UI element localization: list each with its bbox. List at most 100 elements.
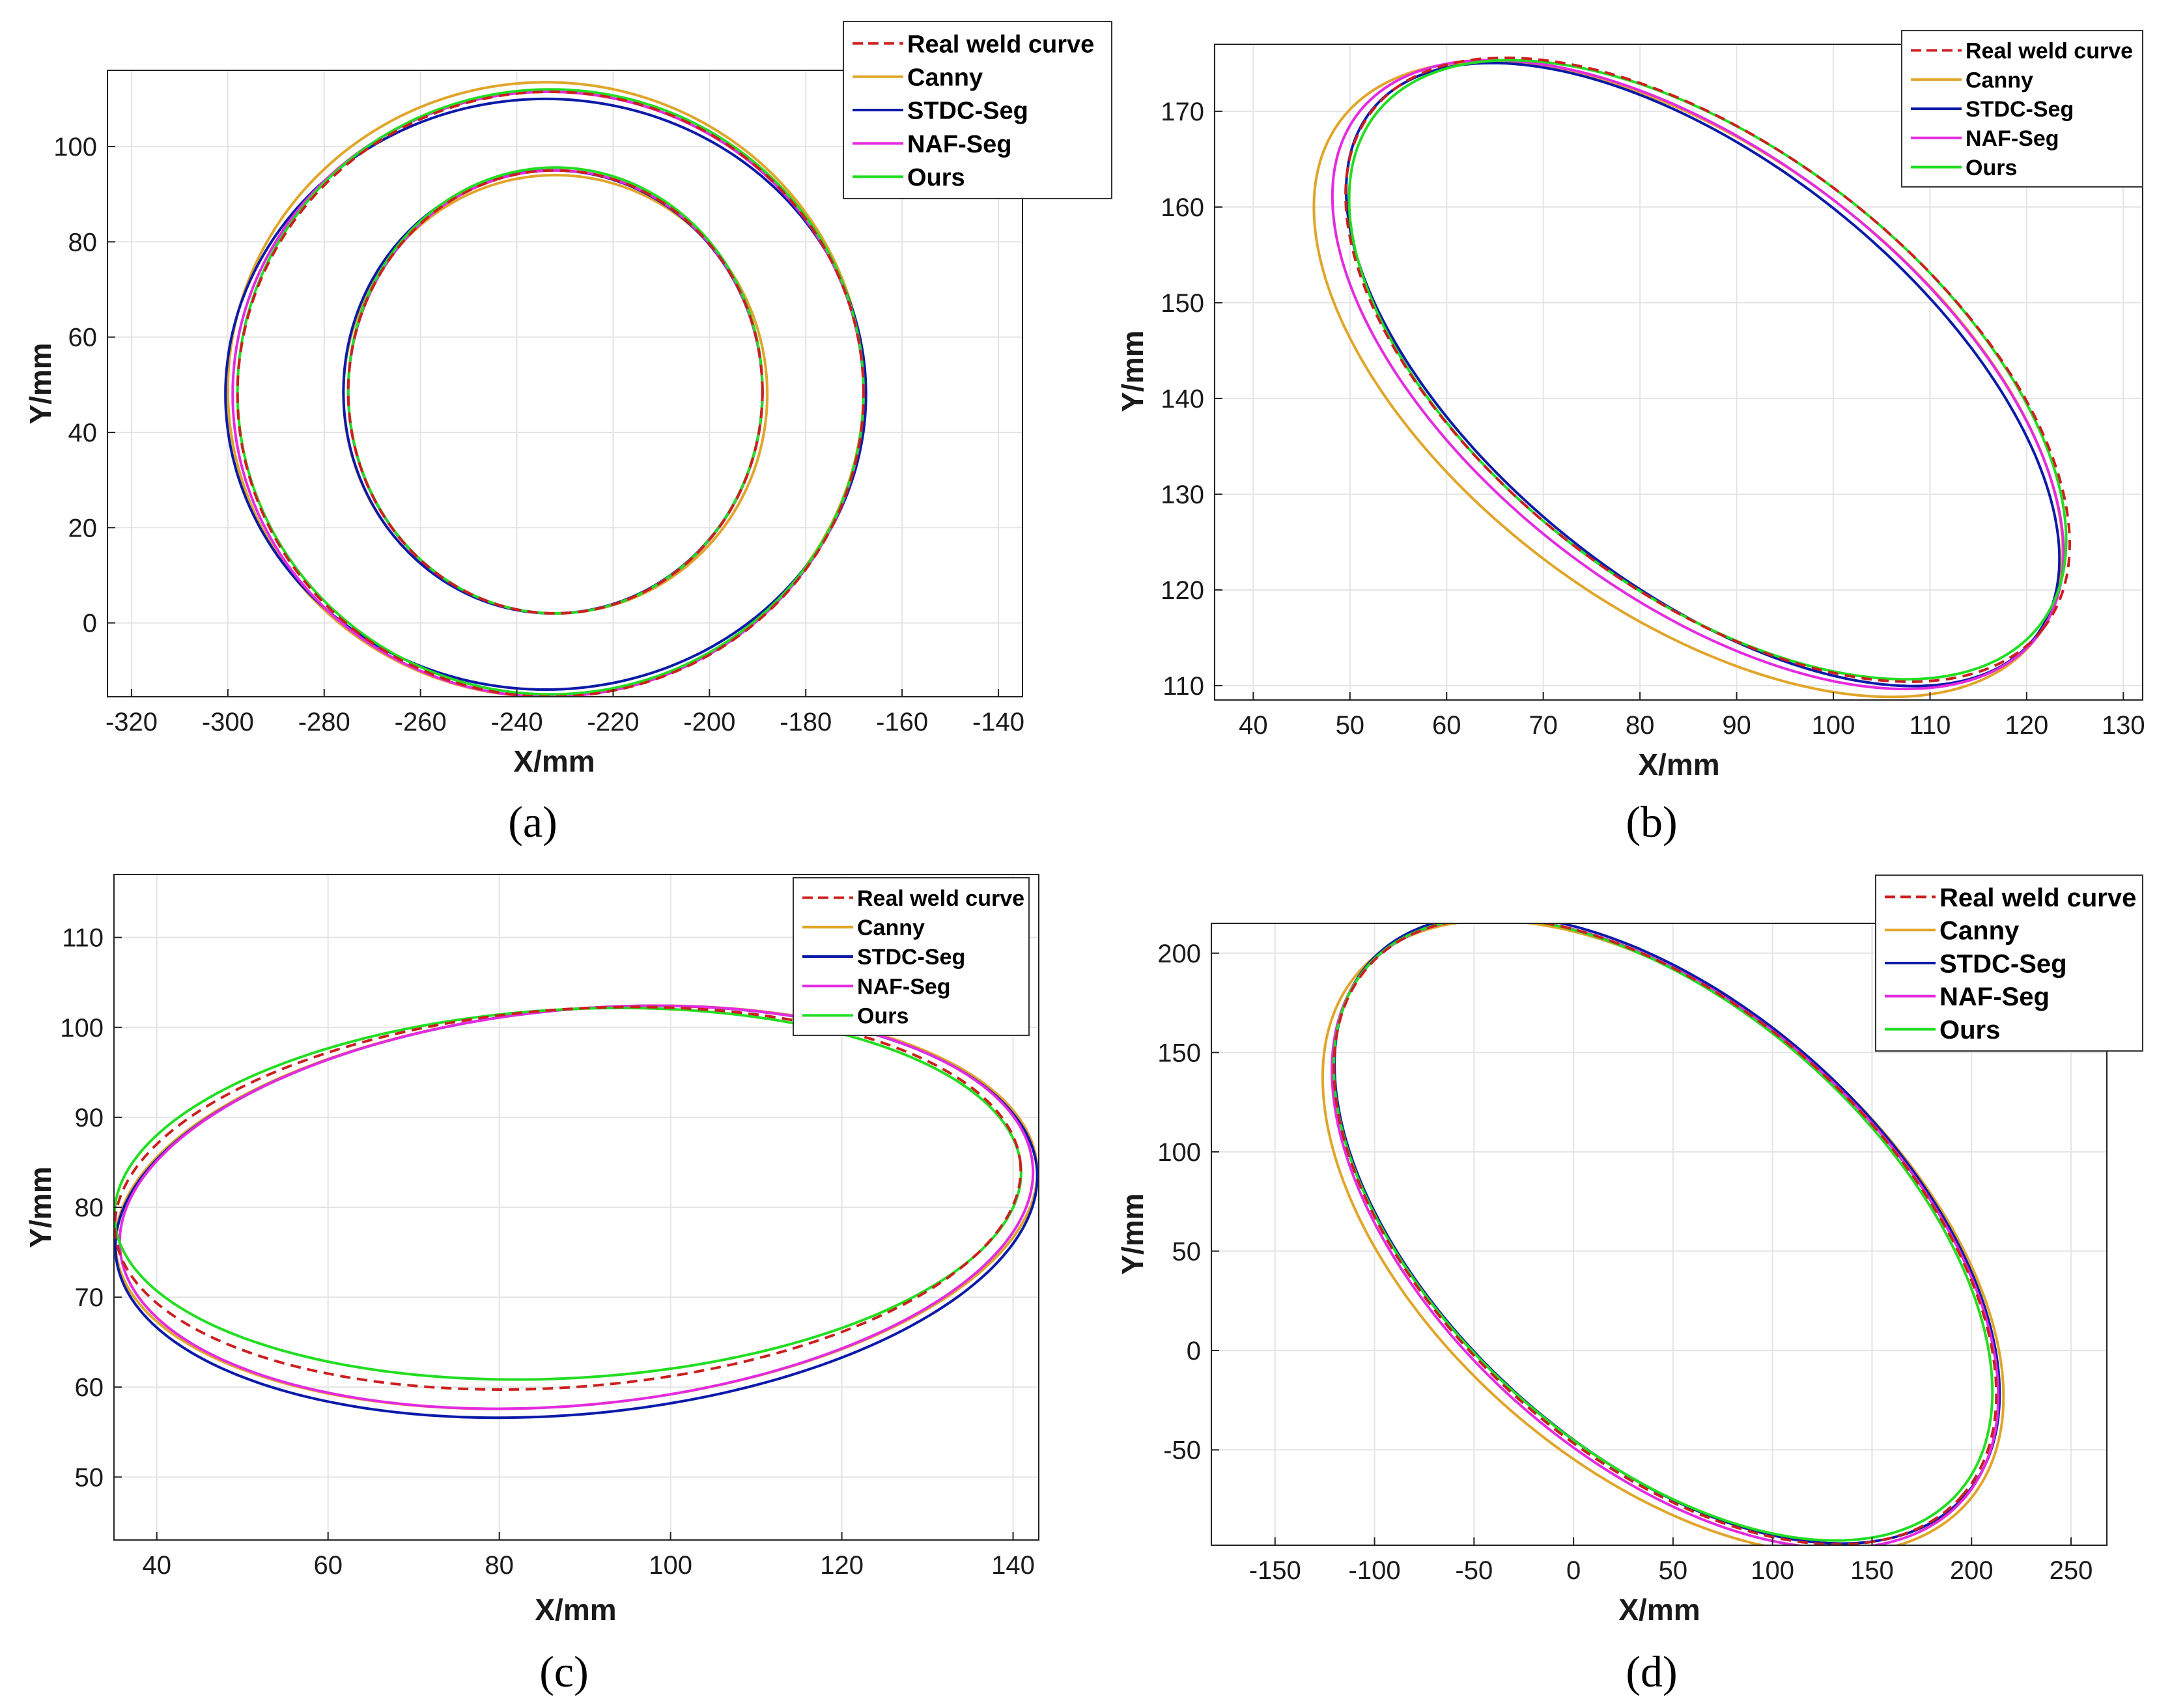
panel-a-x-tick-label: -140 [972, 708, 1024, 736]
panel-b-x-tick-label: 50 [1336, 711, 1365, 740]
panel-c-x-ticks: 40 60 80 100 120 140 [142, 1532, 1035, 1580]
panel-c-legend-label-canny: Canny [857, 916, 925, 940]
panel-d-axes-frame [1211, 923, 2108, 1546]
panel-a-legend-label-stdc-seg: STDC-Seg [907, 98, 1028, 125]
panel-d-x-tick-label: 100 [1751, 1556, 1794, 1585]
panel-c-legend: Real weld curve Canny STDC-Seg NAF-Seg Ours [793, 877, 1030, 1036]
panel-c-x-tick-label: 40 [142, 1551, 171, 1580]
panel-a-legend-label-canny: Canny [907, 64, 983, 91]
panel-c-legend-label-naf-seg: NAF-Seg [857, 974, 951, 999]
panel-b: 40 50 60 70 80 90 100 110 120 130 110 120 130 140 150… [1116, 30, 2145, 847]
panel-b-y-tick-label: 120 [1161, 576, 1204, 605]
panel-b-x-tick-label: 40 [1239, 711, 1268, 740]
panel-c-y-tick-label: 100 [60, 1014, 104, 1043]
panel-b-y-tick-label: 140 [1161, 385, 1204, 413]
panel-d-legend-label-naf-seg: NAF-Seg [1939, 983, 2050, 1011]
panel-b-x-tick-label: 130 [2102, 711, 2145, 740]
panel-a-x-tick-label: -320 [106, 708, 158, 736]
panel-a-y-ticks: 0 20 40 60 80 100 [53, 133, 115, 638]
panel-b-y-ticks: 110 120 130 140 150 160 170 [1161, 98, 1222, 701]
panel-a-x-tick-label: -220 [587, 708, 639, 736]
panel-b-x-label: X/mm [1638, 748, 1719, 781]
panel-b-caption: (b) [1626, 797, 1677, 847]
panel-d-legend: Real weld curve Canny STDC-Seg NAF-Seg Ours [1875, 875, 2143, 1052]
panel-c-y-tick-label: 50 [75, 1463, 104, 1492]
panel-b-x-tick-label: 120 [2005, 711, 2049, 740]
panel-c-y-ticks: 50 60 70 80 90 100 110 [60, 924, 122, 1492]
panel-a-curve-ours [236, 88, 866, 696]
panel-d-x-tick-label: 250 [2050, 1556, 2093, 1585]
panel-c-caption: (c) [539, 1647, 588, 1696]
panel-a-legend: Real weld curve Canny STDC-Seg NAF-Seg Ours [843, 21, 1112, 199]
panel-b-y-tick-label: 150 [1161, 289, 1204, 318]
panel-a-curves [224, 81, 867, 697]
panel-d-y-tick-label: 50 [1172, 1237, 1202, 1266]
panel-c-x-tick-label: 140 [991, 1551, 1035, 1580]
panel-a: -320 -300 -280 -260 -240 -220 -200 -180 -160 -140… [23, 21, 1112, 847]
panel-d-x-tick-label: 150 [1850, 1556, 1894, 1585]
panel-c-x-tick-label: 120 [820, 1551, 864, 1580]
panel-a-curve-layer [224, 81, 867, 697]
panel-b-legend-label-canny: Canny [1966, 68, 2033, 92]
panel-d-legend-label-canny: Canny [1939, 917, 2020, 945]
panel-b-x-tick-label: 80 [1626, 711, 1655, 740]
panel-b-legend-label-naf-seg: NAF-Seg [1966, 126, 2059, 151]
panel-a-y-tick-label: 20 [68, 514, 98, 542]
panel-b-y-tick-label: 160 [1161, 193, 1204, 222]
panel-c-x-tick-label: 60 [313, 1551, 343, 1580]
panel-b-x-ticks: 40 50 60 70 80 90 100 110 120 130 [1239, 692, 2145, 740]
panel-d-legend-label-stdc-seg: STDC-Seg [1939, 949, 2067, 978]
panel-d-grid [1211, 923, 2107, 1545]
panel-a-legend-label-naf-seg: NAF-Seg [907, 131, 1011, 158]
panel-c-curve-naf-seg [118, 1004, 1035, 1410]
panel-b-curve-naf-seg [1331, 59, 2065, 691]
panel-c-y-tick-label: 60 [75, 1373, 104, 1402]
panel-c-curve-real-weld-curve [114, 1005, 1022, 1392]
panel-b-x-tick-label: 90 [1722, 711, 1751, 740]
panel-b-x-tick-label: 70 [1529, 711, 1558, 740]
panel-b-curves [1312, 56, 2072, 699]
panel-d-x-tick-label: 50 [1659, 1556, 1688, 1585]
panel-c-legend-label-real-weld-curve: Real weld curve [857, 886, 1024, 911]
panel-d-curve-real-weld-curve [1332, 923, 1998, 1545]
panel-b-x-tick-label: 60 [1432, 711, 1461, 740]
panel-d-y-label: Y/mm [1116, 1193, 1149, 1274]
panel-a-curve-stdc-seg [224, 97, 867, 692]
panel-a-y-tick-label: 80 [68, 228, 98, 257]
panel-a-x-ticks: -320 -300 -280 -260 -240 -220 -200 -180 -160 -140 [106, 689, 1024, 736]
panel-d: -150 -100 -50 0 50 100 150 200 250 -50 0 50 100 150 2… [1116, 875, 2143, 1696]
panel-d-curve-layer [1321, 923, 2005, 1545]
panel-b-y-label: Y/mm [1116, 330, 1149, 412]
panel-d-x-ticks: -150 -100 -50 0 50 100 150 200 250 [1249, 1537, 2093, 1585]
panel-a-x-tick-label: -240 [491, 708, 543, 736]
panel-c-y-tick-label: 90 [75, 1104, 104, 1132]
panel-a-y-tick-label: 40 [68, 419, 98, 447]
panel-c-y-tick-label: 70 [75, 1283, 104, 1312]
panel-d-y-tick-label: 150 [1157, 1039, 1201, 1067]
panel-a-y-label: Y/mm [23, 343, 57, 424]
panel-d-y-tick-label: 100 [1157, 1138, 1201, 1167]
panel-b-y-tick-label: 110 [1163, 672, 1204, 701]
panel-c-y-tick-label: 110 [62, 924, 104, 953]
panel-a-axes-frame [107, 70, 1023, 697]
panel-a-x-tick-label: -160 [876, 708, 928, 736]
panel-d-x-tick-label: 0 [1566, 1556, 1581, 1585]
panel-c-y-tick-label: 80 [75, 1194, 104, 1222]
panel-c-y-label: Y/mm [23, 1166, 57, 1248]
panel-d-y-tick-label: -50 [1163, 1436, 1201, 1465]
panel-a-curve-real-weld-curve [346, 169, 764, 615]
panel-a-x-tick-label: -280 [298, 708, 350, 736]
panel-d-x-tick-label: -50 [1455, 1556, 1493, 1585]
panel-b-legend-label-ours: Ours [1966, 156, 2017, 180]
panel-d-curve-canny [1321, 923, 2005, 1545]
panel-d-x-label: X/mm [1618, 1593, 1700, 1627]
panel-b-curve-real-weld-curve [1344, 56, 2072, 683]
panel-a-curve-real-weld-curve [236, 90, 866, 697]
panel-c-x-tick-label: 100 [649, 1551, 692, 1580]
panel-b-legend-label-real-weld-curve: Real weld curve [1966, 39, 2133, 64]
panel-c-legend-label-ours: Ours [857, 1004, 909, 1029]
panel-d-caption: (d) [1626, 1647, 1677, 1696]
panel-d-y-tick-label: 0 [1187, 1337, 1201, 1365]
panel-c-x-label: X/mm [535, 1593, 616, 1627]
